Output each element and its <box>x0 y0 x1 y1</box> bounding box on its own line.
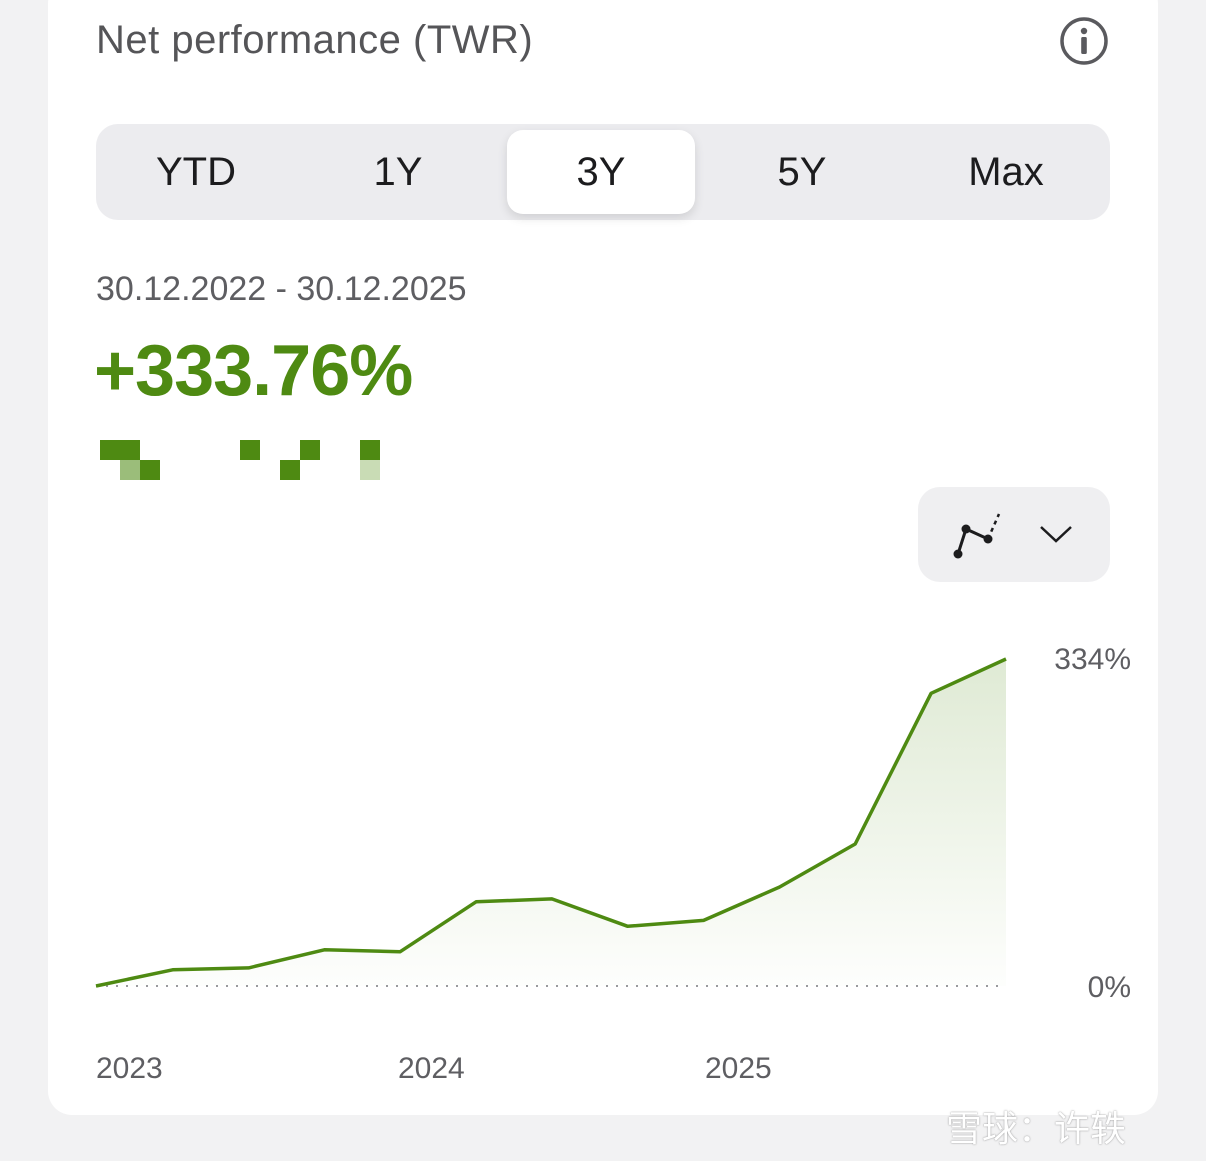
tab-5y[interactable]: 5Y <box>777 149 827 194</box>
area-fill <box>96 659 1006 986</box>
y-tick-label-max: 334% <box>1054 643 1131 676</box>
watermark: 雪球：许轶 <box>946 1108 1127 1149</box>
x-tick-label-2025: 2025 <box>705 1052 772 1085</box>
chevron-down-icon <box>1040 526 1072 543</box>
performance-value: +333.76% <box>94 331 413 411</box>
time-range-selector: YTD 1Y 3Y 5Y Max <box>96 124 1110 220</box>
line-chart-icon <box>953 513 1001 559</box>
tab-max[interactable]: Max <box>968 149 1044 194</box>
series-line <box>95 657 1007 988</box>
x-tick-label-2024: 2024 <box>398 1052 465 1085</box>
x-tick-label-2023: 2023 <box>96 1052 163 1085</box>
info-icon[interactable] <box>1060 17 1108 65</box>
tab-ytd[interactable]: YTD <box>156 149 236 194</box>
date-range: 30.12.2022 - 30.12.2025 <box>96 270 467 308</box>
y-tick-label-zero: 0% <box>1088 971 1131 1004</box>
tab-3y[interactable]: 3Y <box>507 130 695 214</box>
page-title: Net performance (TWR) <box>96 18 534 62</box>
tab-1y[interactable]: 1Y <box>373 149 423 194</box>
chart-type-dropdown[interactable] <box>918 487 1110 582</box>
